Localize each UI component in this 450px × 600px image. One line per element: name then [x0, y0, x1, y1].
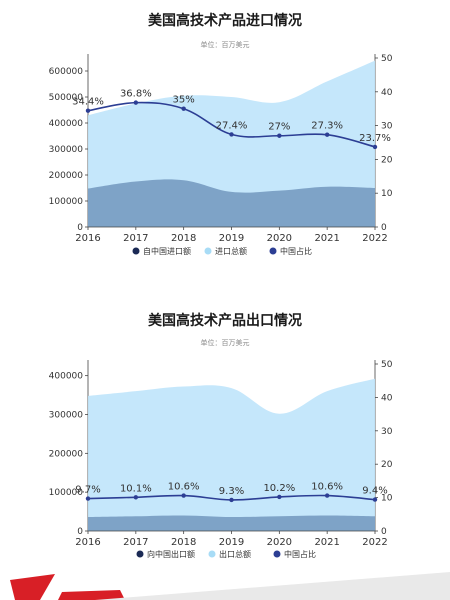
y-tick-label: 400000 — [49, 119, 84, 129]
y2-tick-label: 0 — [381, 223, 387, 233]
data-label: 9.7% — [75, 485, 100, 496]
legend-marker — [204, 247, 212, 255]
x-tick-label: 2018 — [171, 537, 196, 548]
x-tick-label: 2017 — [123, 537, 148, 548]
legend-label: 中国占比 — [284, 549, 316, 559]
y2-tick-label: 0 — [381, 527, 387, 537]
data-label: 23.7% — [359, 133, 391, 144]
y-tick-label: 200000 — [49, 449, 84, 459]
y2-tick-label: 20 — [381, 155, 393, 165]
legend-marker — [269, 247, 277, 255]
grey-decor-shape — [95, 572, 450, 600]
y2-tick-label: 40 — [381, 393, 393, 403]
data-label: 27.3% — [311, 121, 343, 132]
share-point — [324, 493, 330, 498]
data-label: 27% — [268, 122, 290, 133]
share-point — [181, 106, 186, 111]
import-chart-svg: 0 100000 200000 300000 400000 500000 600000 0 10… — [49, 54, 393, 256]
chart-subtitle: 单位：百万美元 — [200, 339, 250, 347]
legend-marker — [273, 550, 281, 558]
y-tick-label: 100000 — [49, 488, 84, 498]
y2-tick-label: 10 — [381, 189, 393, 199]
x-tick-label: 2016 — [75, 233, 100, 244]
y-tick-label: 0 — [77, 527, 83, 537]
legend-label: 向中国出口额 — [147, 549, 195, 559]
legend-label: 中国占比 — [280, 246, 312, 256]
china-area — [88, 515, 375, 531]
decorative-banner — [10, 572, 450, 600]
export-chart: 美国高技术产品出口情况 单位：百万美元 0 100000 200000 300000 4… — [0, 300, 450, 562]
share-point — [85, 108, 91, 113]
y-tick-label: 200000 — [49, 171, 84, 181]
share-point — [229, 132, 234, 137]
share-point — [372, 497, 378, 502]
x-tick-label: 2019 — [219, 233, 244, 244]
x-tick-label: 2020 — [267, 233, 292, 244]
x-tick-label: 2016 — [75, 537, 100, 548]
share-point — [229, 497, 234, 503]
data-label: 10.2% — [263, 483, 295, 494]
red-decor-shape — [10, 574, 55, 600]
share-point — [277, 133, 282, 138]
data-label: 10.6% — [311, 482, 343, 493]
x-tick-label: 2021 — [314, 537, 339, 548]
share-point — [277, 494, 282, 500]
data-label: 27.4% — [216, 120, 248, 131]
x-tick-label: 2022 — [362, 233, 387, 244]
legend-label: 自中国进口额 — [143, 246, 191, 256]
y2-tick-label: 40 — [381, 88, 393, 98]
y-tick-label: 100000 — [49, 197, 84, 207]
chart-title: 美国高技术产品进口情况 — [148, 13, 302, 29]
y-tick-label: 300000 — [49, 410, 84, 420]
import-chart: 美国高技术产品进口情况 单位：百万美元 0 100000 200000 300000 4… — [0, 0, 450, 270]
legend-marker — [208, 550, 216, 558]
share-point — [181, 493, 186, 498]
legend-label: 出口总额 — [219, 549, 251, 559]
y2-tick-label: 10 — [381, 494, 393, 504]
x-tick-label: 2020 — [267, 537, 292, 548]
y2-tick-label: 50 — [381, 360, 393, 370]
legend-marker — [136, 550, 144, 558]
x-tick-label: 2021 — [314, 233, 339, 244]
y2-tick-label: 30 — [381, 122, 393, 132]
legend-marker — [132, 247, 140, 255]
export-chart-svg: 0 100000 200000 300000 400000 0 10 20 30 40 50 2016… — [49, 360, 393, 559]
y-tick-label: 500000 — [49, 93, 84, 103]
data-label: 9.3% — [219, 486, 244, 497]
y2-tick-label: 20 — [381, 460, 393, 470]
data-label: 36.8% — [120, 89, 152, 100]
y2-tick-label: 30 — [381, 427, 393, 437]
y-tick-label: 400000 — [49, 372, 84, 382]
china-area — [88, 179, 375, 227]
share-point — [85, 496, 91, 501]
y2-tick-label: 50 — [381, 54, 393, 64]
x-tick-label: 2017 — [123, 233, 148, 244]
data-label: 10.6% — [168, 482, 200, 493]
x-tick-label: 2022 — [362, 537, 387, 548]
chart-subtitle: 单位：百万美元 — [200, 41, 250, 49]
y-tick-label: 0 — [77, 223, 83, 233]
data-label: 9.4% — [362, 486, 387, 497]
legend-label: 进口总额 — [215, 246, 247, 256]
y-tick-label: 600000 — [49, 67, 84, 77]
total-area — [88, 378, 375, 531]
data-label: 34.4% — [72, 97, 104, 108]
share-point — [133, 495, 139, 500]
chart-title: 美国高技术产品出口情况 — [148, 313, 302, 329]
data-label: 10.1% — [120, 483, 152, 494]
y-tick-label: 300000 — [49, 145, 84, 155]
share-point — [324, 132, 330, 137]
share-point — [133, 100, 139, 105]
red-decor-shape — [58, 590, 125, 600]
x-tick-label: 2019 — [219, 537, 244, 548]
x-tick-label: 2018 — [171, 233, 196, 244]
data-label: 35% — [173, 95, 195, 106]
share-point — [372, 144, 378, 150]
